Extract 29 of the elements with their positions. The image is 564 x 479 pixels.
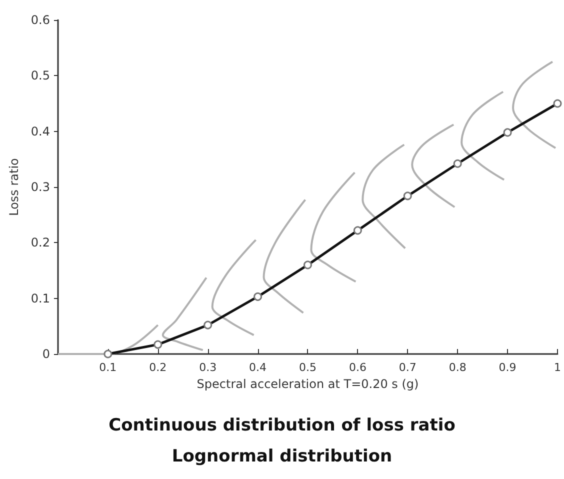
- line-series: [162, 276, 208, 352]
- x-tick-label: 0.9: [498, 361, 516, 374]
- y-tick-label: 0.6: [30, 13, 50, 27]
- x-tick-label: 0.6: [348, 361, 366, 374]
- line-series: [310, 172, 357, 283]
- text: Continuous distribution of loss ratio: [108, 416, 456, 436]
- x-axis-title: Spectral acceleration at T=0.20 s (g): [196, 377, 419, 391]
- line-series: [262, 198, 306, 314]
- x-tick-label: 0.7: [398, 361, 416, 374]
- y-tick-label: 0.3: [30, 180, 50, 194]
- x-tick-label: 1: [554, 361, 561, 374]
- x-tick-label: 0.3: [199, 361, 217, 374]
- y-axis-title: Loss ratio: [7, 158, 21, 216]
- y-tick-label: 0.5: [30, 68, 50, 83]
- x-tick-label: 0.2: [149, 361, 167, 374]
- y-tick-label: 0.1: [30, 291, 50, 306]
- x-tick-label: 0.1: [99, 361, 117, 374]
- y-tick-label: 0: [42, 347, 50, 361]
- line-series: [411, 124, 456, 208]
- x-tick-label: 0.4: [249, 361, 267, 374]
- line-series: [460, 90, 506, 181]
- line-series: [362, 144, 406, 250]
- y-tick-label: 0.2: [30, 236, 50, 250]
- line-series: [512, 60, 557, 150]
- x-tick-label: 0.8: [448, 361, 466, 374]
- line-series: [211, 238, 257, 336]
- text: Lognormal distribution: [172, 446, 392, 466]
- x-tick-label: 0.5: [298, 361, 316, 374]
- y-tick-label: 0.4: [30, 124, 50, 138]
